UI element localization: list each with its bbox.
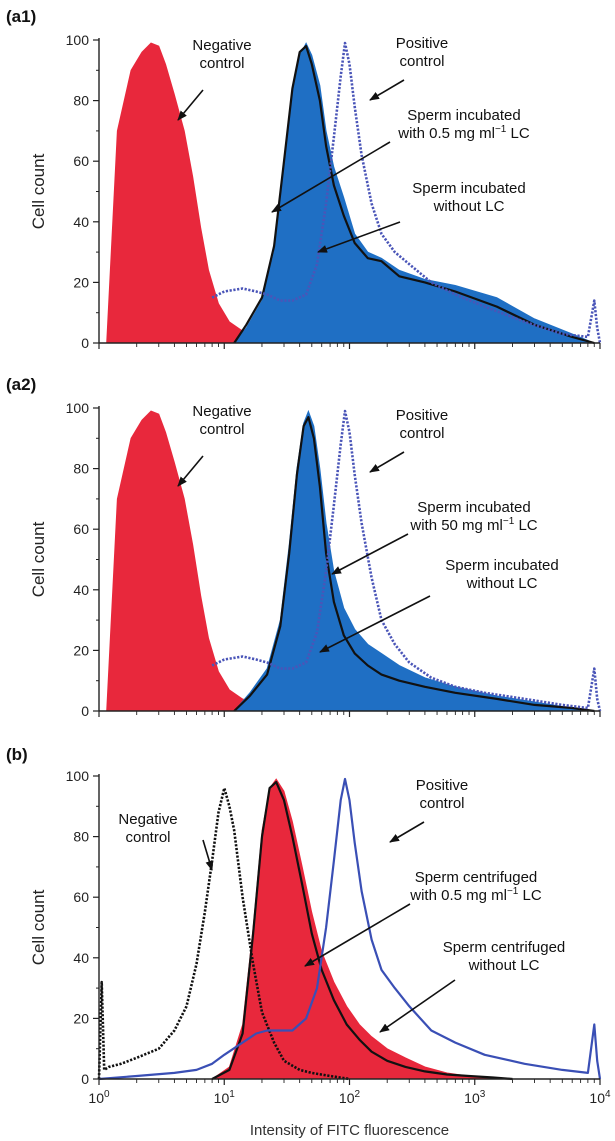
annotation-arrow [177, 89, 204, 121]
annotation-arrow [319, 595, 431, 653]
y-tick-label: 60 [73, 153, 89, 169]
y-tick-label: 0 [81, 703, 89, 719]
x-tick-label: 103 [464, 1089, 486, 1106]
y-tick-label: 80 [73, 93, 89, 109]
annotation-arrow [331, 533, 409, 575]
panel-label: (a1) [6, 7, 36, 26]
annotation: Negative control [192, 37, 251, 72]
annotation-arrow [317, 221, 401, 253]
y-tick-label: 20 [73, 642, 89, 658]
y-tick-label: 40 [73, 582, 89, 598]
annotation-arrow [369, 79, 405, 101]
y-tick-label: 20 [73, 274, 89, 290]
x-tick-label: 102 [339, 1089, 361, 1106]
annotation-arrow [389, 821, 425, 843]
series-negative-control [97, 786, 350, 1081]
annotation-arrow [379, 979, 456, 1033]
y-tick-label: 20 [73, 1010, 89, 1026]
annotation: Negative control [118, 811, 177, 846]
y-tick-label: 100 [66, 400, 90, 416]
annotation: Positive control [396, 35, 449, 70]
y-tick-label: 0 [81, 1071, 89, 1087]
annotation-arrow [271, 141, 391, 213]
annotation: Sperm incubated with 0.5 mg ml−1 LC [397, 107, 530, 142]
annotation: Positive control [416, 777, 469, 812]
annotation-arrow [369, 451, 405, 473]
series-positive-control [211, 41, 602, 344]
y-tick-label: 40 [73, 950, 89, 966]
panel-3: (b) Cell count 0 20 40 60 80 100 100 101 102 103 104… [6, 745, 611, 1139]
y-tick-label: 100 [66, 768, 90, 784]
annotation: Sperm incubated without LC [445, 557, 558, 592]
y-tick-label: 0 [81, 335, 89, 351]
annotation: Sperm incubated without LC [412, 180, 525, 215]
x-tick-label: 101 [214, 1089, 236, 1106]
panel-label: (b) [6, 745, 28, 764]
annotation-arrow [304, 903, 411, 967]
series-positive-control [211, 409, 602, 712]
y-axis-label: Cell count [29, 889, 48, 965]
panel-1: (a1) Cell count 0 20 40 60 80 100 Negative contro… [6, 7, 602, 351]
annotation: Negative control [192, 403, 251, 438]
y-tick-label: 80 [73, 461, 89, 477]
y-tick-label: 80 [73, 829, 89, 845]
annotation: Sperm centrifuged without LC [443, 939, 566, 974]
annotation: Sperm incubated with 50 mg ml−1 LC [409, 499, 537, 534]
x-tick-label: 100 [88, 1089, 110, 1106]
series-sperm-incubated-with-50-mg-ml-lc [233, 416, 595, 713]
panel-label: (a2) [6, 375, 36, 394]
annotation-arrow [202, 839, 214, 871]
y-axis-label: Cell count [29, 153, 48, 229]
y-tick-label: 40 [73, 214, 89, 230]
y-tick-label: 60 [73, 889, 89, 905]
x-axis-label: Intensity of FITC fluorescence [250, 1122, 449, 1139]
annotation: Positive control [396, 407, 449, 442]
y-tick-label: 60 [73, 521, 89, 537]
panel-2: (a2) Cell count 0 20 40 60 80 100 Negative contro… [6, 375, 602, 719]
x-tick-label: 104 [589, 1089, 611, 1106]
annotation-arrow [177, 455, 204, 487]
y-axis-label: Cell count [29, 521, 48, 597]
series-sperm-centrifuged-with-0-5-mg-ml-lc [211, 781, 513, 1081]
annotation: Sperm centrifuged with 0.5 mg ml−1 LC [409, 869, 542, 904]
series-positive-control [98, 777, 602, 1081]
y-tick-label: 100 [66, 32, 90, 48]
series-sperm-incubated-with-0-5-mg-ml-lc [233, 45, 595, 345]
